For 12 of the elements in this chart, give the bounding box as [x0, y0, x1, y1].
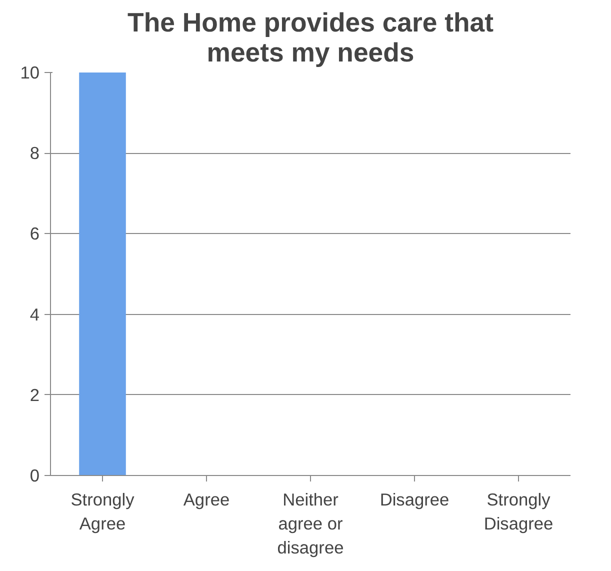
x-tick-label: Strongly Agree: [70, 490, 135, 534]
chart-title: The Home provides care that meets my needs: [128, 8, 494, 68]
x-tick-label: Disagree: [380, 490, 450, 510]
x-tick-label: Strongly Disagree: [484, 490, 554, 534]
y-tick-label: 6: [30, 224, 40, 244]
y-tick-label: 8: [30, 143, 40, 164]
x-tick-label: Neither agree or disagree: [277, 490, 344, 558]
y-tick-label: 10: [20, 62, 40, 82]
y-tick-label: 0: [30, 466, 40, 486]
x-tick-label: Agree: [183, 490, 230, 510]
y-tick-label: 2: [30, 384, 40, 405]
y-tick-label: 4: [30, 304, 40, 324]
